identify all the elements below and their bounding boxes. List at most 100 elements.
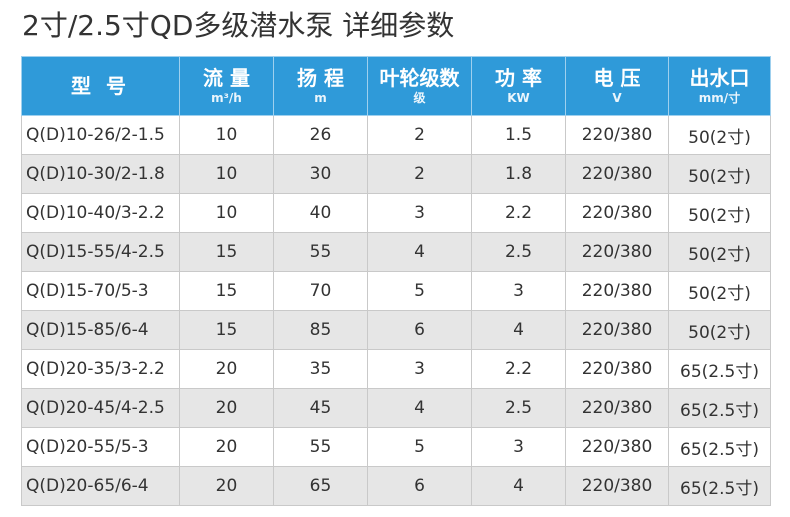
cell-voltage: 220/380 [565, 232, 669, 272]
cell-head: 65 [273, 466, 368, 506]
page-title: 2寸/2.5寸QD多级潜水泵 详细参数 [22, 9, 455, 42]
cell-flow: 20 [179, 349, 274, 389]
table-row: Q(D)10-30/2-1.8 10 30 2 1.8 220/380 50(2… [21, 154, 771, 194]
cell-power: 4 [471, 466, 566, 506]
cell-flow: 15 [179, 310, 274, 350]
cell-outlet: 50(2寸) [668, 115, 771, 155]
cell-stages: 5 [367, 271, 472, 311]
cell-voltage: 220/380 [565, 193, 669, 233]
header-head-label: 扬 程 [297, 66, 344, 90]
cell-voltage: 220/380 [565, 388, 669, 428]
cell-model: Q(D)20-35/3-2.2 [21, 349, 180, 389]
cell-outlet: 50(2寸) [668, 232, 771, 272]
header-head: 扬 程 m [273, 56, 368, 116]
header-voltage: 电 压 V [565, 56, 669, 116]
cell-voltage: 220/380 [565, 427, 669, 467]
cell-outlet: 65(2.5寸) [668, 466, 771, 506]
cell-model: Q(D)20-45/4-2.5 [21, 388, 180, 428]
header-power: 功 率 KW [471, 56, 566, 116]
cell-model: Q(D)10-30/2-1.8 [21, 154, 180, 194]
table-row: Q(D)15-55/4-2.5 15 55 4 2.5 220/380 50(2… [21, 232, 771, 272]
cell-stages: 6 [367, 310, 472, 350]
header-model-label: 型 号 [71, 74, 130, 98]
header-voltage-unit: V [612, 91, 622, 105]
header-voltage-label: 电 压 [593, 66, 641, 90]
cell-flow: 10 [179, 115, 274, 155]
cell-flow: 15 [179, 232, 274, 272]
spec-table: 型 号 流 量 m³/h 扬 程 m 叶轮级数 级 功 率 KW 电 压 V [21, 56, 771, 506]
cell-power: 2.2 [471, 349, 566, 389]
header-outlet-unit: mm/寸 [698, 91, 741, 105]
cell-stages: 3 [367, 349, 472, 389]
cell-stages: 5 [367, 427, 472, 467]
cell-power: 2.2 [471, 193, 566, 233]
header-flow: 流 量 m³/h [179, 56, 274, 116]
header-stages: 叶轮级数 级 [367, 56, 472, 116]
cell-power: 1.5 [471, 115, 566, 155]
header-flow-label: 流 量 [203, 66, 250, 90]
cell-stages: 4 [367, 388, 472, 428]
cell-flow: 10 [179, 193, 274, 233]
table-row: Q(D)10-40/3-2.2 10 40 3 2.2 220/380 50(2… [21, 193, 771, 233]
cell-head: 40 [273, 193, 368, 233]
cell-stages: 4 [367, 232, 472, 272]
cell-flow: 20 [179, 466, 274, 506]
cell-flow: 20 [179, 427, 274, 467]
header-stages-unit: 级 [413, 91, 426, 105]
header-outlet: 出水口 mm/寸 [668, 56, 771, 116]
table-row: Q(D)15-85/6-4 15 85 6 4 220/380 50(2寸) [21, 310, 771, 350]
cell-model: Q(D)15-70/5-3 [21, 271, 180, 311]
cell-head: 55 [273, 427, 368, 467]
cell-head: 85 [273, 310, 368, 350]
cell-head: 70 [273, 271, 368, 311]
header-flow-unit: m³/h [211, 91, 242, 105]
header-outlet-label: 出水口 [689, 66, 750, 90]
header-stages-label: 叶轮级数 [379, 66, 460, 90]
cell-outlet: 50(2寸) [668, 154, 771, 194]
table-row: Q(D)20-35/3-2.2 20 35 3 2.2 220/380 65(2… [21, 349, 771, 389]
cell-power: 3 [471, 271, 566, 311]
cell-power: 2.5 [471, 232, 566, 272]
table-row: Q(D)15-70/5-3 15 70 5 3 220/380 50(2寸) [21, 271, 771, 311]
cell-outlet: 65(2.5寸) [668, 388, 771, 428]
cell-voltage: 220/380 [565, 115, 669, 155]
spec-table-body: Q(D)10-26/2-1.5 10 26 2 1.5 220/380 50(2… [21, 115, 771, 506]
cell-stages: 2 [367, 154, 472, 194]
cell-power: 1.8 [471, 154, 566, 194]
cell-head: 26 [273, 115, 368, 155]
cell-outlet: 65(2.5寸) [668, 349, 771, 389]
cell-outlet: 50(2寸) [668, 271, 771, 311]
cell-head: 35 [273, 349, 368, 389]
header-power-unit: KW [507, 91, 530, 105]
cell-outlet: 50(2寸) [668, 310, 771, 350]
cell-model: Q(D)10-26/2-1.5 [21, 115, 180, 155]
cell-voltage: 220/380 [565, 349, 669, 389]
header-model: 型 号 [21, 56, 180, 116]
cell-voltage: 220/380 [565, 154, 669, 194]
cell-voltage: 220/380 [565, 466, 669, 506]
header-power-label: 功 率 [495, 66, 542, 90]
cell-power: 2.5 [471, 388, 566, 428]
table-row: Q(D)20-45/4-2.5 20 45 4 2.5 220/380 65(2… [21, 388, 771, 428]
cell-head: 45 [273, 388, 368, 428]
table-row: Q(D)10-26/2-1.5 10 26 2 1.5 220/380 50(2… [21, 115, 771, 155]
spec-table-header: 型 号 流 量 m³/h 扬 程 m 叶轮级数 级 功 率 KW 电 压 V [21, 56, 771, 116]
cell-stages: 2 [367, 115, 472, 155]
cell-model: Q(D)15-55/4-2.5 [21, 232, 180, 272]
cell-head: 55 [273, 232, 368, 272]
cell-model: Q(D)15-85/6-4 [21, 310, 180, 350]
cell-outlet: 65(2.5寸) [668, 427, 771, 467]
cell-voltage: 220/380 [565, 310, 669, 350]
cell-power: 4 [471, 310, 566, 350]
cell-voltage: 220/380 [565, 271, 669, 311]
cell-stages: 6 [367, 466, 472, 506]
table-row: Q(D)20-55/5-3 20 55 5 3 220/380 65(2.5寸) [21, 427, 771, 467]
cell-model: Q(D)10-40/3-2.2 [21, 193, 180, 233]
cell-power: 3 [471, 427, 566, 467]
cell-flow: 15 [179, 271, 274, 311]
cell-model: Q(D)20-65/6-4 [21, 466, 180, 506]
cell-model: Q(D)20-55/5-3 [21, 427, 180, 467]
table-row: Q(D)20-65/6-4 20 65 6 4 220/380 65(2.5寸) [21, 466, 771, 506]
cell-flow: 10 [179, 154, 274, 194]
cell-flow: 20 [179, 388, 274, 428]
